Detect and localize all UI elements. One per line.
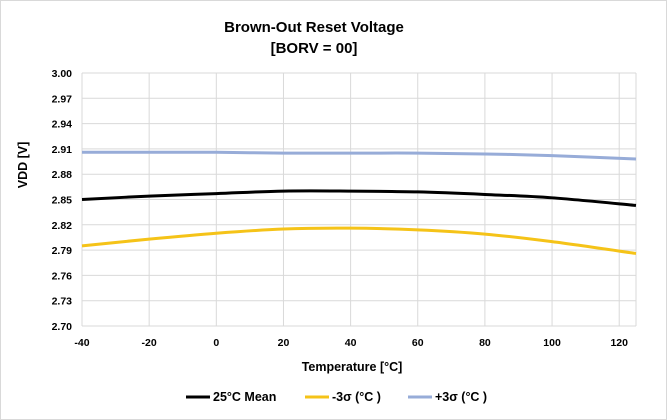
series-line-2 [82,150,637,161]
y-tick-label: 2.97 [52,93,73,105]
series-lines [81,150,637,255]
series-line-0 [81,189,637,207]
x-tick-label: 100 [543,337,561,349]
gridlines [81,72,637,327]
legend-label-1: -3σ (°C ) [332,390,381,404]
x-tick-label: 80 [479,337,491,349]
legend-label-2: +3σ (°C ) [435,390,487,404]
x-tick-label: 40 [345,337,357,349]
y-tick-label: 3.00 [52,68,73,80]
x-tick-label: 0 [213,337,219,349]
y-axis-label: VDD [V] [16,142,30,189]
y-tick-label: 2.94 [52,119,73,131]
y-tick-label: 2.76 [52,270,73,282]
legend: 25°C Mean -3σ (°C ) +3σ (°C ) [186,390,487,404]
x-tick-label: 120 [610,337,628,349]
x-tick-label: 20 [278,337,290,349]
chart-title: Brown-Out Reset Voltage [224,19,404,36]
y-tick-label: 2.79 [52,245,73,257]
x-tick-label: 60 [412,337,424,349]
y-tick-label: 2.88 [52,169,73,181]
y-tick-label: 2.82 [52,220,73,232]
x-tick-label: -20 [142,337,157,349]
y-tick-label: 2.70 [52,321,73,333]
tick-labels: 2.70 2.73 2.76 2.79 2.82 2.85 2.88 2.91 2.94 2.97… [52,68,629,349]
chart-subtitle: [BORV = 00] [271,40,358,57]
x-axis-label: Temperature [°C] [302,360,403,374]
legend-label-0: 25°C Mean [213,390,276,404]
y-tick-label: 2.85 [52,195,73,207]
y-tick-label: 2.73 [52,296,73,308]
series-line-1 [81,226,637,255]
y-tick-label: 2.91 [52,144,73,156]
x-tick-label: -40 [74,337,89,349]
